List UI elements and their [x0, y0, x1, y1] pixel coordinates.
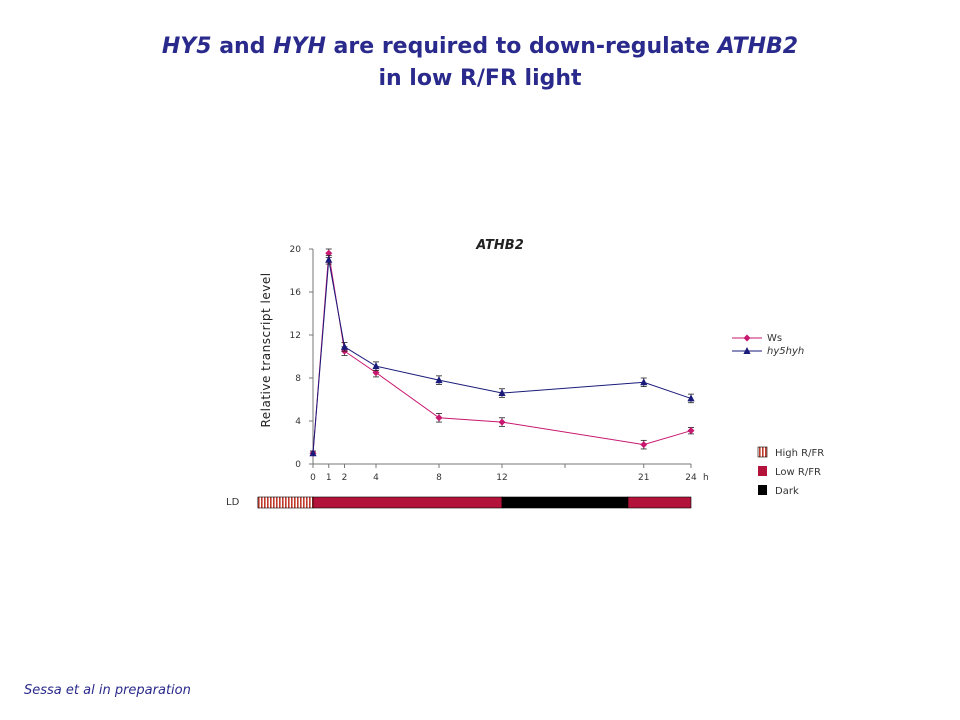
chart-title: ATHB2	[475, 238, 524, 253]
legend-entry-hy5hyh: hy5hyh	[732, 346, 804, 357]
x-tick-label: 4	[373, 473, 379, 483]
y-tick-label: 16	[290, 288, 302, 298]
light-legend-swatch	[758, 466, 767, 476]
y-tick-label: 0	[295, 460, 301, 470]
data-point-ws	[498, 418, 506, 426]
legend-entry-ws: Ws	[732, 333, 782, 344]
x-tick-label: 2	[342, 473, 348, 483]
series-legend: Ws hy5hyh	[732, 333, 804, 357]
light-bar	[257, 496, 692, 509]
footer-citation: Sessa et al in preparation	[24, 683, 191, 698]
data-point-ws	[435, 414, 443, 422]
legend-marker-ws	[743, 334, 751, 342]
title-text-required: are required to down-regulate	[325, 34, 718, 59]
data-point-hy5hyh	[340, 342, 349, 350]
light-segment-high	[257, 496, 314, 509]
data-point-hy5hyh	[325, 255, 333, 263]
light-legend-low: Low R/FR	[758, 466, 821, 478]
y-tick-label: 12	[290, 331, 301, 341]
title-gene-athb2: ATHB2	[717, 34, 799, 59]
data-point-ws	[325, 249, 333, 257]
y-tick-label: 4	[295, 417, 301, 427]
y-tick-label: 8	[295, 374, 301, 384]
legend-marker-hy5hyh	[743, 347, 751, 354]
series-line-hy5hyh	[312, 259, 692, 454]
x-tick-label: 24	[685, 473, 697, 483]
series-layer	[309, 248, 695, 457]
title-gene-hyh: HYH	[273, 34, 326, 59]
x-tick-label: 21	[638, 473, 649, 483]
light-segment-low	[627, 496, 692, 509]
data-point-hy5hyh	[498, 389, 506, 397]
light-legend-label: Low R/FR	[775, 467, 821, 478]
legend-label-hy5hyh: hy5hyh	[767, 346, 804, 357]
title-gene-hy5: HY5	[161, 34, 212, 59]
light-legend: High R/FR Low R/FR Dark	[757, 446, 824, 497]
series-hy5hyh	[309, 255, 695, 457]
light-bar-label: LD	[226, 497, 240, 508]
title-text-and: and	[211, 34, 274, 59]
data-point-hy5hyh	[687, 394, 695, 402]
light-legend-swatch	[758, 485, 767, 495]
light-legend-swatch	[757, 446, 768, 458]
light-legend-label: High R/FR	[775, 448, 824, 459]
series-ws	[309, 248, 695, 457]
data-point-hy5hyh	[372, 362, 380, 370]
x-tick-label: 1	[326, 473, 332, 483]
x-unit-label: h	[703, 473, 709, 483]
data-point-hy5hyh	[309, 449, 317, 457]
light-legend-dark: Dark	[758, 485, 799, 497]
y-tick-label: 20	[290, 245, 302, 255]
slide-title-line-1: HY5 and HYH are required to down-regulat…	[0, 34, 960, 59]
data-point-ws	[687, 427, 695, 435]
data-point-ws	[640, 441, 648, 449]
x-tick-label: 8	[436, 473, 442, 483]
data-point-hy5hyh	[435, 376, 443, 384]
light-segment-low	[312, 496, 503, 509]
y-axis-label: Relative transcript level	[259, 272, 273, 427]
slide-title-line-2: in low R/FR light	[378, 66, 582, 91]
light-segment-dark	[501, 496, 629, 509]
light-legend-label: Dark	[775, 486, 799, 497]
data-point-hy5hyh	[640, 378, 648, 386]
series-line-ws	[312, 253, 692, 454]
legend-label-ws: Ws	[767, 333, 782, 344]
x-tick-label: 0	[310, 473, 316, 483]
x-tick-label: 12	[496, 473, 507, 483]
light-legend-high: High R/FR	[757, 446, 824, 459]
